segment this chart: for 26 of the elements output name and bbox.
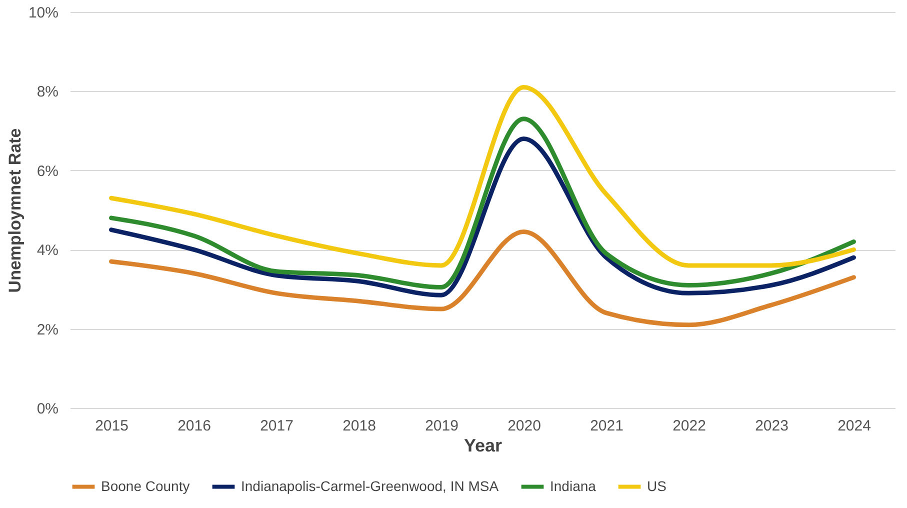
- y-tick-label: 6%: [36, 162, 58, 180]
- line-series: [109, 84, 856, 268]
- x-tick-label: 2017: [260, 418, 294, 434]
- y-tick-label: 10%: [28, 4, 58, 22]
- line-series: [109, 230, 856, 328]
- legend-label: US: [647, 478, 666, 494]
- x-tick-label: 2019: [425, 418, 458, 434]
- x-tick-label: 2016: [178, 418, 211, 434]
- y-tick-label: 4%: [36, 242, 58, 260]
- y-tick-label: 2%: [36, 321, 58, 338]
- y-axis-title: Unemploymnet Rate: [5, 128, 24, 293]
- x-tick-label: 2018: [342, 418, 376, 434]
- x-tick-label: 2021: [590, 418, 624, 434]
- line-series: [109, 116, 856, 290]
- x-axis-title: Year: [464, 436, 502, 456]
- y-tick-label: 8%: [36, 84, 58, 101]
- x-tick-label: 2024: [838, 418, 871, 434]
- legend-label: Indiana: [550, 478, 596, 494]
- x-tick-label: 2022: [672, 418, 706, 434]
- x-tick-label: 2015: [95, 418, 128, 434]
- legend-label: Indianapolis-Carmel-Greenwood, IN MSA: [241, 478, 500, 494]
- x-tick-label: 2023: [755, 418, 788, 434]
- y-tick-label: 0%: [36, 400, 58, 418]
- x-tick-label: 2020: [508, 418, 541, 434]
- line-series: [109, 136, 856, 298]
- legend-label: Boone County: [101, 478, 190, 494]
